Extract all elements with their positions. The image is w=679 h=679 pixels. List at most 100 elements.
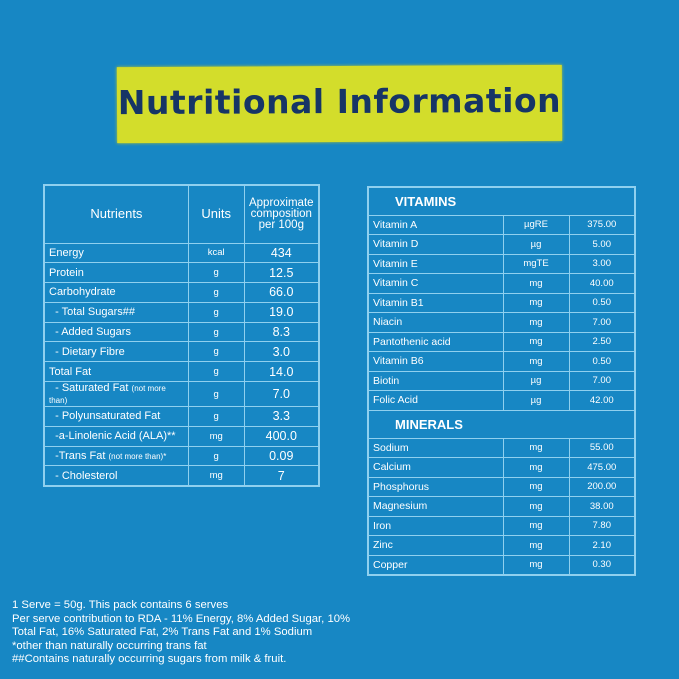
table-row: Pantothenic acid mg 2.50: [367, 331, 636, 352]
nutrient-label: Energy: [49, 246, 84, 259]
nutrient-unit: mg: [187, 465, 245, 487]
nutrient-label: -a-Linolenic Acid (ALA)**: [49, 430, 176, 443]
nutrient-value: 7.0: [243, 381, 320, 408]
nutrient-value: 7: [243, 465, 320, 487]
table-row: - Polyunsaturated Fat g 3.3: [43, 406, 320, 427]
table-row: Carbohydrate g 66.0: [43, 282, 320, 303]
nutrient-label: Protein: [49, 266, 84, 279]
table-row: - Total Sugars## g 19.0: [43, 301, 320, 323]
nutrient-value: 14.0: [243, 361, 320, 383]
table-row: Protein g 12.5: [43, 262, 320, 284]
vitamins-value: 7.00: [568, 312, 636, 333]
vitamins-name: Vitamin A: [367, 214, 504, 235]
minerals-unit: mg: [502, 476, 570, 497]
vitamins-heading: VITAMINS: [368, 186, 635, 216]
minerals-unit: mg: [502, 437, 570, 458]
minerals-name: Sodium: [367, 437, 504, 458]
footnote-line: Per serve contribution to RDA - 11% Ener…: [12, 612, 351, 625]
nutrient-value: 19.0: [243, 301, 320, 323]
nutrient-unit: kcal: [187, 242, 245, 264]
footnote-line: ##Contains naturally occurring sugars fr…: [12, 653, 287, 666]
table-row: Folic Acid µg 42.00: [367, 390, 636, 411]
minerals-name: Phosphorus: [367, 476, 504, 497]
table-row: - Added Sugars g 8.3: [43, 321, 320, 343]
vitamins-value: 40.00: [568, 273, 636, 294]
nutrient-name: - Saturated Fat (not more than): [43, 381, 189, 408]
table-row: Zinc mg 2.10: [367, 535, 636, 556]
nutrient-unit: g: [187, 301, 245, 323]
nutrient-name: Protein: [43, 262, 189, 284]
nutrient-unit: g: [187, 282, 245, 303]
nutrient-label: - Dietary Fibre: [49, 345, 125, 358]
table-row: - Dietary Fibre g 3.0: [43, 341, 320, 363]
minerals-unit: mg: [502, 496, 570, 517]
minerals-unit: mg: [502, 535, 570, 556]
table-row: Sodium mg 55.00: [367, 437, 636, 458]
nutrient-label: - Added Sugars: [49, 326, 131, 339]
nutrient-unit: g: [187, 262, 245, 284]
minerals-name: Calcium: [367, 457, 504, 478]
nutrient-label: Carbohydrate: [49, 286, 116, 299]
nutrient-value: 434: [243, 242, 320, 264]
table-row: -Trans Fat (not more than)* g 0.09: [43, 445, 320, 467]
vitamins-unit: mgTE: [502, 253, 570, 274]
table-row: Copper mg 0.30: [367, 554, 636, 575]
vitamins-value: 42.00: [568, 390, 636, 411]
nutrient-name: -a-Linolenic Acid (ALA)**: [43, 425, 189, 447]
minerals-name: Magnesium: [367, 496, 504, 517]
footnote-line: *other than naturally occurring trans fa…: [12, 639, 207, 652]
minerals-value: 7.80: [568, 515, 636, 536]
nutrient-name: - Dietary Fibre: [43, 341, 189, 363]
nutrient-label: - Total Sugars##: [49, 306, 136, 319]
minerals-value: 200.00: [568, 476, 636, 497]
vitamins-unit: µg: [502, 390, 570, 411]
table-row: Niacin mg 7.00: [367, 312, 636, 333]
page-title: Nutritional Information: [117, 80, 562, 123]
vitamins-unit: µgRE: [502, 214, 570, 235]
vitamins-name: Vitamin B1: [367, 292, 504, 313]
title-banner: Nutritional Information: [116, 64, 563, 144]
minerals-value: 38.00: [568, 496, 636, 517]
table-row: - Saturated Fat (not more than) g 7.0: [43, 381, 320, 408]
nutrient-value: 3.0: [243, 341, 320, 363]
vitamins-name: Pantothenic acid: [367, 331, 504, 352]
table-row: -a-Linolenic Acid (ALA)** mg 400.0: [43, 425, 320, 447]
nutrient-label: - Cholesterol: [49, 469, 118, 482]
header-units: Units: [187, 184, 245, 244]
minerals-value: 0.30: [568, 554, 636, 575]
minerals-value: 475.00: [568, 457, 636, 478]
vitamins-name: Vitamin D: [367, 234, 504, 255]
minerals-unit: mg: [502, 554, 570, 575]
nutrient-name: Total Fat: [43, 361, 189, 383]
vitamins-unit: mg: [502, 312, 570, 333]
minerals-heading: MINERALS: [368, 409, 635, 439]
vitamins-unit: mg: [502, 273, 570, 294]
vitamins-value: 0.50: [568, 292, 636, 313]
nutrient-label: - Polyunsaturated Fat: [49, 410, 161, 423]
vitamins-unit: mg: [502, 292, 570, 313]
table-row: - Cholesterol mg 7: [43, 465, 320, 487]
vitamins-value: 2.50: [568, 331, 636, 352]
vitamins-value: 0.50: [568, 351, 636, 372]
vitamins-unit: mg: [502, 331, 570, 352]
table-row: Vitamin B6 mg 0.50: [367, 351, 636, 372]
vitamins-name: Vitamin E: [367, 253, 504, 274]
nutrient-value: 8.3: [243, 321, 320, 343]
nutrient-name: - Polyunsaturated Fat: [43, 406, 189, 427]
nutrient-name: - Cholesterol: [43, 465, 189, 487]
nutrient-label: Total Fat: [49, 365, 92, 378]
nutrient-unit: g: [187, 445, 245, 467]
vitamins-name: Biotin: [367, 370, 504, 391]
minerals-name: Copper: [367, 554, 504, 575]
table-row: Energy kcal 434: [43, 242, 320, 264]
nutrient-unit: mg: [187, 425, 245, 447]
vitamins-value: 3.00: [568, 253, 636, 274]
nutrients-table: Nutrients Units Approximate composition …: [43, 184, 320, 487]
nutrient-unit: g: [187, 381, 245, 408]
nutrient-value: 12.5: [243, 262, 320, 284]
nutrient-name: - Added Sugars: [43, 321, 189, 343]
